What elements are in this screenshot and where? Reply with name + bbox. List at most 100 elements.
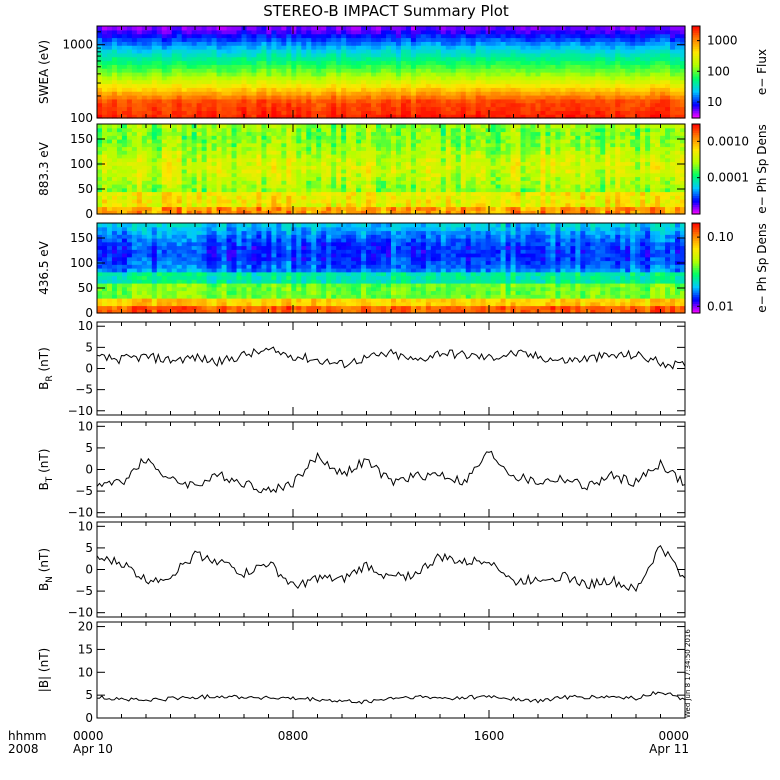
heatmap-cell bbox=[231, 52, 238, 58]
heatmap-cell bbox=[460, 110, 467, 115]
heatmap-cell bbox=[655, 64, 661, 69]
heatmap-cell bbox=[271, 135, 277, 140]
heatmap-cell bbox=[625, 45, 631, 50]
heatmap-cell bbox=[505, 157, 512, 163]
heatmap-cell bbox=[306, 169, 312, 174]
heatmap-cell bbox=[495, 52, 502, 58]
heatmap-cell bbox=[291, 210, 297, 215]
heatmap-cell bbox=[261, 180, 268, 185]
heatmap-cell bbox=[106, 87, 113, 92]
heatmap-cell bbox=[675, 56, 681, 62]
heatmap-cell bbox=[151, 195, 158, 200]
heatmap-cell bbox=[116, 195, 123, 200]
heatmap-cell bbox=[680, 79, 686, 85]
heatmap-cell bbox=[176, 124, 183, 129]
heatmap-cell bbox=[151, 169, 158, 174]
heatmap-cell bbox=[675, 75, 681, 81]
heatmap-cell bbox=[530, 49, 537, 54]
heatmap-cell bbox=[296, 199, 302, 204]
heatmap-cell bbox=[196, 146, 203, 151]
heatmap-cell bbox=[640, 91, 646, 96]
heatmap-cell bbox=[630, 33, 636, 39]
heatmap-cell bbox=[620, 68, 626, 73]
heatmap-cell bbox=[386, 33, 392, 39]
heatmap-cell bbox=[296, 83, 302, 88]
heatmap-cell bbox=[311, 102, 317, 108]
heatmap-cell bbox=[151, 199, 158, 204]
heatmap-cell bbox=[346, 79, 352, 85]
heatmap-cell bbox=[126, 37, 133, 42]
heatmap-cell bbox=[465, 124, 472, 129]
heatmap-cell bbox=[206, 176, 213, 181]
heatmap-cell bbox=[430, 180, 437, 185]
heatmap-cell bbox=[151, 142, 158, 148]
heatmap-cell bbox=[376, 60, 382, 65]
heatmap-cell bbox=[231, 106, 238, 111]
heatmap-cell bbox=[201, 150, 208, 155]
heatmap-cell bbox=[490, 83, 497, 88]
heatmap-cell bbox=[121, 135, 128, 140]
heatmap-cell bbox=[615, 64, 621, 69]
heatmap-cell bbox=[301, 202, 307, 208]
heatmap-cell bbox=[296, 41, 302, 46]
heatmap-cell bbox=[326, 110, 332, 115]
heatmap-cell bbox=[470, 131, 477, 136]
heatmap-cell bbox=[600, 83, 606, 88]
heatmap-cell bbox=[136, 114, 143, 119]
heatmap-cell bbox=[161, 102, 168, 108]
heatmap-cell bbox=[570, 91, 576, 96]
heatmap-cell bbox=[121, 172, 128, 178]
heatmap-cell bbox=[465, 95, 472, 100]
heatmap-cell bbox=[346, 161, 352, 166]
heatmap-cell bbox=[136, 206, 143, 211]
heatmap-cell bbox=[680, 106, 686, 111]
heatmap-cell bbox=[391, 37, 397, 42]
heatmap-cell bbox=[101, 91, 108, 96]
heatmap-cell bbox=[231, 195, 238, 200]
heatmap-cell bbox=[191, 95, 198, 100]
heatmap-cell bbox=[570, 26, 576, 31]
heatmap-cell bbox=[351, 102, 357, 108]
heatmap-cell bbox=[500, 64, 507, 69]
heatmap-cell bbox=[106, 72, 113, 77]
heatmap-cell bbox=[101, 60, 108, 65]
heatmap-cell bbox=[395, 150, 402, 155]
heatmap-cell bbox=[351, 206, 357, 211]
heatmap-cell bbox=[346, 72, 352, 77]
heatmap-cell bbox=[495, 79, 502, 85]
heatmap-cell bbox=[610, 56, 616, 62]
heatmap-cell bbox=[106, 45, 113, 50]
heatmap-cell bbox=[306, 157, 312, 163]
heatmap-cell bbox=[510, 206, 517, 211]
heatmap-cell bbox=[246, 52, 253, 58]
heatmap-cell bbox=[316, 157, 322, 163]
heatmap-cell bbox=[356, 45, 362, 50]
heatmap-cell bbox=[590, 98, 596, 104]
heatmap-cell bbox=[261, 98, 268, 104]
heatmap-cell bbox=[371, 114, 377, 119]
heatmap-cell bbox=[116, 72, 123, 77]
heatmap-cell bbox=[361, 60, 367, 65]
heatmap-cell bbox=[595, 102, 601, 108]
heatmap-cell bbox=[485, 191, 492, 196]
heatmap-cell bbox=[386, 68, 392, 73]
heatmap-cell bbox=[381, 79, 387, 85]
heatmap-cell bbox=[311, 52, 317, 58]
heatmap-cell bbox=[131, 60, 138, 65]
heatmap-cell bbox=[415, 110, 422, 115]
heatmap-cell bbox=[381, 124, 387, 129]
heatmap-cell bbox=[660, 87, 666, 92]
heatmap-cell bbox=[660, 106, 666, 111]
heatmap-cell bbox=[381, 45, 387, 50]
heatmap-cell bbox=[500, 114, 507, 119]
heatmap-cell bbox=[351, 195, 357, 200]
heatmap-cell bbox=[495, 83, 502, 88]
heatmap-cell bbox=[241, 139, 248, 144]
heatmap-cell bbox=[415, 49, 422, 54]
heatmap-cell bbox=[126, 172, 133, 178]
heatmap-cell bbox=[425, 41, 432, 46]
heatmap-cell bbox=[620, 64, 626, 69]
heatmap-cell bbox=[450, 210, 457, 215]
heatmap-cell bbox=[291, 56, 297, 62]
heatmap-cell bbox=[440, 102, 447, 108]
